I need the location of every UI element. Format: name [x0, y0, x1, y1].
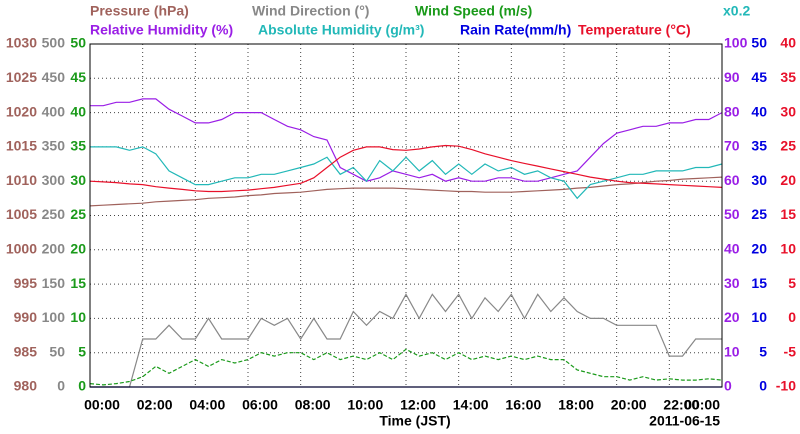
y-tick-label: 15: [751, 275, 767, 291]
y-tick-label: 1020: [6, 103, 37, 119]
x-tick-label: 04:00: [189, 397, 225, 413]
y-tick-label: 20: [780, 172, 796, 188]
y-tick-label: 0: [759, 378, 767, 394]
y-tick-label: 5: [78, 343, 86, 359]
y-tick-label: 30: [751, 172, 767, 188]
y-tick-label: 60: [724, 172, 740, 188]
y-tick-label: 1030: [6, 35, 37, 51]
y-tick-label: 995: [14, 275, 38, 291]
y-tick-label: 40: [780, 35, 796, 51]
y-tick-label: 10: [70, 309, 86, 325]
y-tick-label: 50: [49, 343, 65, 359]
x-tick-label: 08:00: [295, 397, 331, 413]
x-tick-label: 00:00: [684, 397, 720, 413]
legend-label: Temperature (°C): [578, 22, 691, 38]
y-tick-label: 70: [724, 138, 740, 154]
legend-label: Absolute Humidity (g/m³): [258, 22, 424, 38]
y-tick-label: 40: [70, 103, 86, 119]
x-tick-label: 16:00: [505, 397, 541, 413]
y-tick-label: 1010: [6, 172, 37, 188]
y-tick-label: 90: [724, 69, 740, 85]
y-tick-label: 400: [42, 103, 66, 119]
y-tick-label: 350: [42, 138, 66, 154]
y-tick-label: 30: [70, 172, 86, 188]
y-tick-label: -10: [776, 378, 796, 394]
series-line: [89, 176, 723, 207]
y-tick-label: 50: [70, 35, 86, 51]
y-tick-label: 10: [780, 241, 796, 257]
y-tick-label: 30: [780, 103, 796, 119]
y-tick-label: 35: [70, 138, 86, 154]
series-line: [89, 348, 723, 386]
y-tick-label: 25: [70, 206, 86, 222]
y-tick-label: 40: [724, 241, 740, 257]
y-tick-label: 100: [42, 309, 66, 325]
y-tick-label: 0: [57, 378, 65, 394]
x-tick-label: 10:00: [347, 397, 383, 413]
y-tick-label: 5: [759, 343, 767, 359]
legend-label: Rain Rate(mm/h): [460, 22, 571, 38]
y-tick-label: 500: [42, 35, 66, 51]
y-tick-label: 20: [751, 241, 767, 257]
date-label: 2011-06-15: [649, 413, 720, 429]
y-tick-label: 250: [42, 206, 66, 222]
x-tick-label: 02:00: [137, 397, 173, 413]
y-tick-label: 450: [42, 69, 66, 85]
x-tick-label: 14:00: [453, 397, 489, 413]
y-tick-label: 35: [780, 69, 796, 85]
y-tick-label: 15: [780, 206, 796, 222]
y-tick-label: 1005: [6, 206, 37, 222]
x-tick-label: 20:00: [611, 397, 647, 413]
y-tick-label: 0: [78, 378, 86, 394]
y-tick-label: 80: [724, 103, 740, 119]
series-line: [90, 98, 723, 182]
y-tick-label: 25: [780, 138, 796, 154]
y-tick-label: 30: [724, 275, 740, 291]
x-tick-label: 18:00: [558, 397, 594, 413]
y-tick-label: -5: [784, 343, 797, 359]
series-line: [89, 144, 723, 193]
legend-label: Wind Speed (m/s): [415, 3, 532, 19]
y-tick-label: 50: [724, 206, 740, 222]
y-tick-label: 1015: [6, 138, 37, 154]
y-tick-label: 25: [751, 206, 767, 222]
y-tick-label: 1000: [6, 241, 37, 257]
y-tick-label: 35: [751, 138, 767, 154]
x-tick-label: 22:00: [663, 397, 699, 413]
legend-label: Pressure (hPa): [90, 3, 189, 19]
y-tick-label: 985: [14, 343, 38, 359]
y-tick-label: 1025: [6, 69, 37, 85]
x-tick-label: 12:00: [400, 397, 436, 413]
y-tick-label: 5: [788, 275, 796, 291]
x-axis-title: Time (JST): [379, 413, 450, 429]
series-line: [90, 146, 723, 200]
y-tick-label: 40: [751, 103, 767, 119]
y-tick-label: 200: [42, 241, 66, 257]
y-tick-label: 10: [751, 309, 767, 325]
y-tick-label: 150: [42, 275, 66, 291]
y-tick-label: 300: [42, 172, 66, 188]
y-tick-label: 20: [724, 309, 740, 325]
y-tick-label: 45: [751, 69, 767, 85]
y-tick-label: 0: [788, 309, 796, 325]
scale-label: x0.2: [723, 3, 750, 19]
y-tick-label: 45: [70, 69, 86, 85]
y-tick-label: 10: [724, 343, 740, 359]
legend-label: Relative Humidity (%): [90, 22, 233, 38]
x-tick-label: 06:00: [242, 397, 278, 413]
legend-label: Wind Direction (°): [252, 3, 369, 19]
plot-frame: [89, 43, 723, 388]
y-tick-label: 20: [70, 241, 86, 257]
y-tick-label: 50: [751, 35, 767, 51]
y-tick-label: 980: [14, 378, 38, 394]
series-line: [90, 293, 722, 388]
y-tick-label: 0: [724, 378, 732, 394]
y-tick-label: 15: [70, 275, 86, 291]
x-tick-label: 00:00: [84, 397, 120, 413]
y-tick-label: 990: [14, 309, 38, 325]
y-tick-label: 100: [724, 35, 748, 51]
